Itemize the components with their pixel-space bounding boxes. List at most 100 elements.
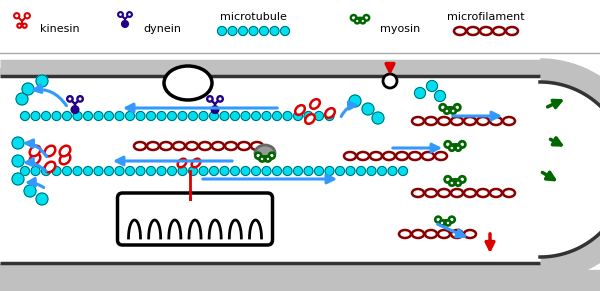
- Ellipse shape: [412, 230, 424, 238]
- Polygon shape: [0, 68, 600, 271]
- Circle shape: [12, 137, 24, 149]
- Ellipse shape: [310, 99, 320, 109]
- Circle shape: [283, 111, 292, 120]
- Circle shape: [259, 157, 265, 162]
- Circle shape: [199, 111, 208, 120]
- Circle shape: [22, 83, 34, 95]
- Circle shape: [265, 157, 271, 162]
- Circle shape: [73, 166, 82, 175]
- Circle shape: [104, 166, 113, 175]
- Circle shape: [440, 104, 446, 111]
- Ellipse shape: [477, 117, 489, 125]
- Circle shape: [293, 166, 302, 175]
- Ellipse shape: [399, 230, 411, 238]
- Circle shape: [304, 166, 313, 175]
- Ellipse shape: [464, 117, 476, 125]
- Circle shape: [36, 193, 48, 205]
- Circle shape: [94, 111, 103, 120]
- Circle shape: [167, 111, 176, 120]
- Ellipse shape: [503, 189, 515, 197]
- Circle shape: [364, 15, 369, 21]
- Circle shape: [146, 111, 155, 120]
- Circle shape: [104, 111, 113, 120]
- Circle shape: [20, 111, 29, 120]
- Circle shape: [136, 111, 145, 120]
- Circle shape: [71, 106, 79, 113]
- Circle shape: [281, 26, 290, 36]
- Circle shape: [356, 166, 365, 175]
- Circle shape: [439, 221, 445, 226]
- Circle shape: [178, 166, 187, 175]
- Circle shape: [251, 166, 260, 175]
- Circle shape: [434, 91, 445, 102]
- Ellipse shape: [59, 154, 70, 164]
- Ellipse shape: [477, 189, 489, 197]
- Circle shape: [115, 166, 124, 175]
- Circle shape: [188, 166, 197, 175]
- Circle shape: [445, 221, 451, 226]
- Ellipse shape: [29, 154, 40, 164]
- Ellipse shape: [412, 117, 424, 125]
- Circle shape: [239, 26, 248, 36]
- Circle shape: [455, 145, 461, 151]
- Circle shape: [209, 111, 218, 120]
- Circle shape: [270, 26, 279, 36]
- Ellipse shape: [186, 142, 198, 150]
- Circle shape: [41, 166, 50, 175]
- Ellipse shape: [396, 152, 408, 160]
- Circle shape: [136, 166, 145, 175]
- Circle shape: [220, 111, 229, 120]
- Circle shape: [125, 166, 134, 175]
- Ellipse shape: [490, 189, 502, 197]
- Circle shape: [83, 166, 92, 175]
- Ellipse shape: [44, 162, 55, 172]
- Circle shape: [262, 111, 271, 120]
- Circle shape: [398, 166, 407, 175]
- Ellipse shape: [422, 152, 434, 160]
- Circle shape: [444, 108, 449, 114]
- Circle shape: [211, 106, 219, 113]
- Circle shape: [118, 12, 123, 17]
- Circle shape: [388, 166, 397, 175]
- Circle shape: [346, 166, 355, 175]
- Circle shape: [241, 166, 250, 175]
- Circle shape: [17, 24, 22, 28]
- Circle shape: [269, 152, 275, 159]
- Circle shape: [241, 111, 250, 120]
- Ellipse shape: [147, 142, 159, 150]
- Circle shape: [362, 103, 374, 115]
- Text: microtubule: microtubule: [220, 12, 286, 22]
- Circle shape: [220, 166, 229, 175]
- Circle shape: [207, 96, 212, 102]
- Circle shape: [146, 166, 155, 175]
- Circle shape: [199, 166, 208, 175]
- Circle shape: [218, 26, 227, 36]
- Ellipse shape: [251, 142, 263, 150]
- Circle shape: [255, 152, 261, 159]
- Ellipse shape: [305, 114, 315, 124]
- Ellipse shape: [160, 142, 172, 150]
- Polygon shape: [0, 270, 600, 291]
- Circle shape: [122, 21, 128, 27]
- Circle shape: [351, 15, 356, 21]
- Circle shape: [367, 166, 376, 175]
- Circle shape: [451, 108, 456, 114]
- Circle shape: [12, 173, 24, 185]
- Circle shape: [304, 111, 313, 120]
- Circle shape: [314, 111, 323, 120]
- Ellipse shape: [412, 189, 424, 197]
- Circle shape: [52, 166, 61, 175]
- Circle shape: [349, 95, 361, 107]
- Circle shape: [427, 81, 437, 91]
- Ellipse shape: [506, 27, 518, 35]
- Circle shape: [262, 166, 271, 175]
- Circle shape: [77, 96, 83, 102]
- Ellipse shape: [409, 152, 421, 160]
- Circle shape: [325, 166, 334, 175]
- Circle shape: [435, 217, 441, 223]
- Circle shape: [73, 111, 82, 120]
- Circle shape: [228, 26, 237, 36]
- Ellipse shape: [435, 152, 447, 160]
- Ellipse shape: [191, 159, 200, 167]
- Circle shape: [23, 24, 27, 28]
